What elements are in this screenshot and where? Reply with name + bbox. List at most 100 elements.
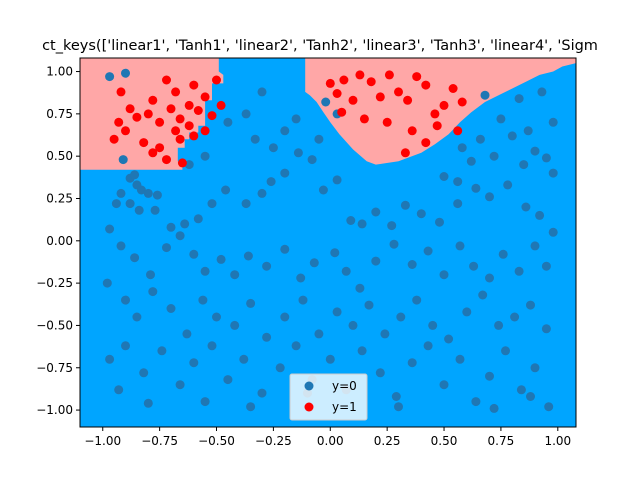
point-series-0: [475, 134, 485, 144]
point-series-1: [339, 75, 349, 85]
y-tick-label: 0.75: [46, 107, 73, 121]
point-series-0: [321, 97, 331, 107]
point-series-0: [162, 243, 171, 253]
point-series-0: [530, 363, 540, 373]
y-tick-label: 0.00: [46, 234, 73, 248]
point-series-0: [407, 358, 417, 368]
point-series-0: [143, 398, 153, 408]
point-series-0: [462, 307, 472, 317]
point-series-0: [132, 312, 142, 322]
point-series-0: [541, 324, 551, 334]
point-series-0: [501, 346, 510, 356]
point-series-1: [355, 70, 365, 80]
point-series-0: [541, 153, 551, 163]
point-series-0: [212, 312, 221, 322]
point-series-0: [280, 312, 290, 322]
point-series-1: [212, 75, 221, 85]
point-series-0: [246, 298, 256, 308]
point-series-1: [453, 126, 463, 136]
point-series-0: [257, 188, 267, 198]
point-series-1: [121, 126, 130, 136]
point-series-1: [193, 106, 203, 115]
point-series-1: [155, 117, 165, 127]
point-series-0: [293, 148, 303, 158]
point-series-0: [325, 354, 335, 364]
point-series-0: [416, 209, 426, 219]
point-series-0: [207, 341, 217, 351]
point-series-0: [375, 368, 385, 378]
point-series-0: [121, 295, 130, 305]
point-series-0: [389, 239, 399, 249]
point-series-0: [280, 244, 290, 254]
point-series-0: [423, 341, 433, 351]
point-series-0: [246, 402, 256, 412]
legend-label-y1: y=1: [332, 400, 357, 414]
point-series-0: [280, 126, 290, 136]
point-series-0: [496, 114, 506, 124]
x-tick-label: 0.75: [488, 434, 515, 448]
point-series-0: [198, 295, 208, 305]
point-series-0: [453, 199, 463, 209]
x-tick-label: −0.75: [141, 434, 178, 448]
plot-area: [79, 57, 577, 428]
point-series-0: [485, 192, 494, 202]
point-series-0: [130, 253, 140, 263]
point-series-0: [275, 363, 285, 373]
scatter-points: [102, 68, 558, 413]
point-series-0: [423, 246, 433, 256]
point-series-0: [250, 134, 260, 144]
point-series-0: [466, 156, 476, 166]
point-series-0: [184, 160, 194, 170]
point-series-0: [116, 241, 126, 251]
x-tick-label: 0.00: [317, 434, 344, 448]
point-series-1: [184, 121, 194, 131]
point-series-0: [223, 117, 233, 127]
point-series-0: [471, 183, 481, 193]
point-series-1: [400, 148, 410, 158]
point-series-1: [139, 138, 149, 148]
point-series-0: [489, 151, 499, 161]
point-series-1: [171, 87, 181, 97]
point-series-0: [121, 68, 130, 78]
point-series-0: [530, 241, 540, 251]
point-series-1: [384, 70, 394, 80]
point-series-1: [200, 126, 210, 136]
point-series-0: [189, 358, 199, 368]
plot-frame: [79, 57, 577, 428]
point-series-0: [485, 371, 494, 381]
point-series-1: [359, 114, 369, 124]
y-tick-label: −0.50: [36, 318, 73, 332]
point-series-0: [148, 287, 158, 297]
point-series-1: [200, 92, 210, 102]
point-series-0: [241, 109, 251, 119]
point-series-0: [394, 402, 403, 412]
point-series-0: [182, 329, 192, 339]
point-series-1: [143, 109, 153, 119]
point-series-0: [143, 188, 153, 198]
point-series-0: [439, 172, 449, 181]
point-series-0: [548, 168, 558, 178]
point-series-1: [403, 95, 413, 105]
point-series-0: [489, 403, 499, 413]
point-series-0: [332, 307, 342, 317]
point-series-1: [189, 80, 199, 90]
point-series-0: [180, 219, 190, 229]
point-series-0: [471, 397, 481, 407]
point-series-0: [507, 131, 517, 141]
point-series-0: [519, 160, 529, 170]
point-series-0: [307, 155, 317, 165]
x-tick-label: −0.25: [255, 434, 292, 448]
point-series-0: [189, 249, 199, 259]
point-series-0: [200, 151, 210, 161]
point-series-0: [268, 143, 278, 153]
point-series-0: [200, 397, 210, 407]
point-series-0: [318, 185, 328, 195]
point-series-1: [116, 87, 126, 97]
point-series-0: [510, 312, 520, 322]
point-series-0: [439, 380, 449, 390]
point-series-0: [357, 346, 367, 356]
point-series-1: [430, 109, 440, 119]
point-series-0: [291, 114, 301, 124]
point-series-1: [216, 100, 226, 110]
